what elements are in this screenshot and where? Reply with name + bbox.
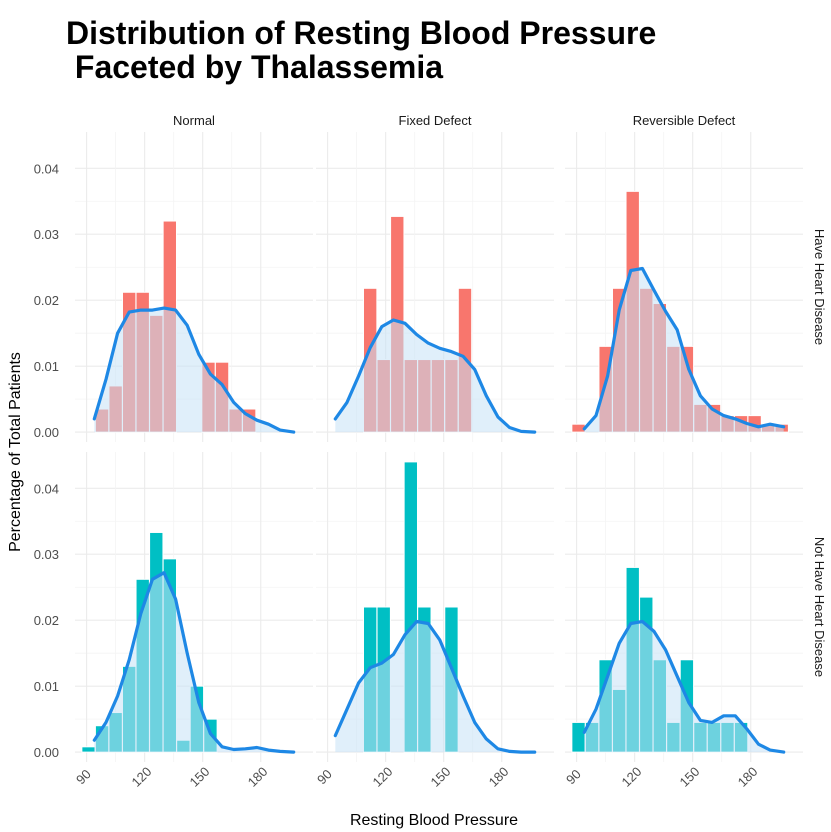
facet-strip-label: Reversible Defect <box>633 113 736 128</box>
x-tick-label: 150 <box>677 764 703 790</box>
x-tick-label: 120 <box>619 764 645 790</box>
y-tick-label: 0.00 <box>34 425 59 440</box>
density-line <box>333 619 537 754</box>
density-area <box>584 621 784 753</box>
y-tick-label: 0.04 <box>34 161 59 176</box>
x-tick-label: 120 <box>370 764 396 790</box>
chart-title: Distribution of Resting Blood Pressure F… <box>66 15 657 85</box>
y-tick-label: 0.04 <box>34 481 59 496</box>
y-tick-label: 0.03 <box>34 227 59 242</box>
density-line <box>92 306 296 434</box>
x-tick-label: 150 <box>187 764 213 790</box>
facet-strip-label: Have Heart Disease <box>812 229 827 345</box>
x-tick-label: 90 <box>563 766 584 787</box>
x-tick-label: 150 <box>428 764 454 790</box>
x-tick-label: 90 <box>314 766 335 787</box>
density-area <box>94 572 294 753</box>
y-tick-label: 0.01 <box>34 359 59 374</box>
facet-strip-label: Fixed Defect <box>399 113 472 128</box>
y-tick-label: 0.00 <box>34 745 59 760</box>
density-area <box>335 320 535 433</box>
density-area <box>335 621 535 753</box>
density-area <box>94 308 294 433</box>
y-tick-label: 0.03 <box>34 547 59 562</box>
x-tick-label: 180 <box>486 764 512 790</box>
density-line <box>92 571 296 754</box>
y-axis-title: Percentage of Total Patients <box>7 352 24 552</box>
density-line <box>333 318 537 434</box>
facet-strip-label: Normal <box>173 113 215 128</box>
histogram-bar <box>81 746 96 753</box>
x-axis-title: Resting Blood Pressure <box>350 812 518 829</box>
y-tick-label: 0.01 <box>34 679 59 694</box>
facet-strip-label: Not Have Heart Disease <box>812 537 827 677</box>
y-tick-label: 0.02 <box>34 613 59 628</box>
density-area <box>584 268 784 433</box>
x-tick-label: 180 <box>245 764 271 790</box>
density-line <box>582 619 786 754</box>
x-tick-label: 180 <box>735 764 761 790</box>
x-tick-label: 120 <box>129 764 155 790</box>
histogram-bar <box>571 721 586 753</box>
x-tick-label: 90 <box>73 766 94 787</box>
y-tick-label: 0.02 <box>34 293 59 308</box>
density-line <box>582 266 786 431</box>
